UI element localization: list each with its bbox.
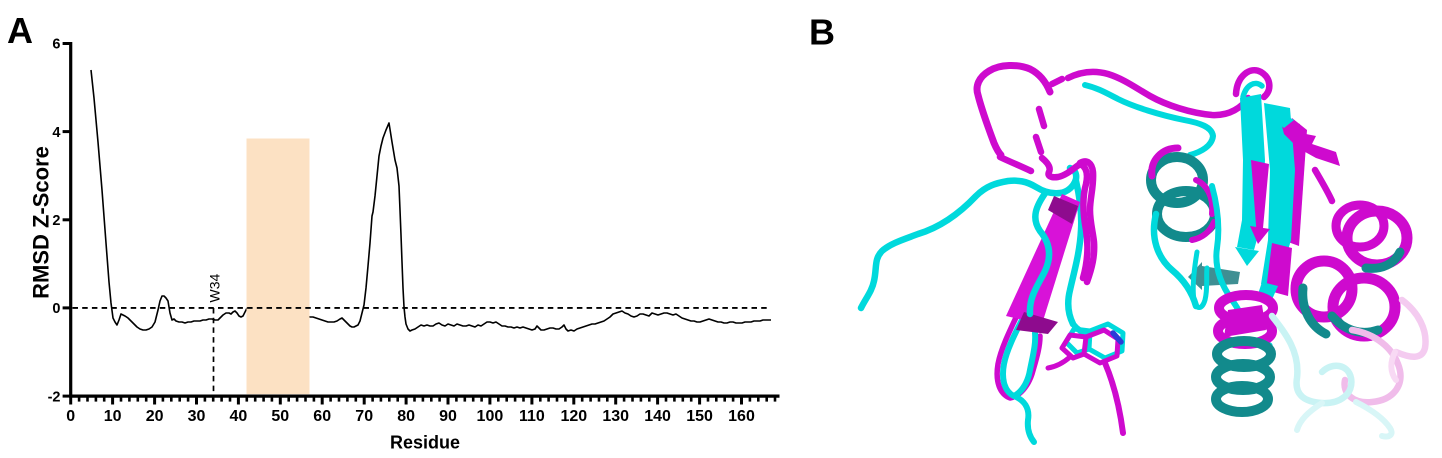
svg-text:100: 100 xyxy=(477,408,504,425)
svg-text:80: 80 xyxy=(397,408,415,425)
svg-text:0: 0 xyxy=(52,301,60,317)
svg-text:2: 2 xyxy=(52,213,60,229)
svg-text:40: 40 xyxy=(230,408,248,425)
svg-text:150: 150 xyxy=(686,408,713,425)
svg-text:130: 130 xyxy=(602,408,629,425)
svg-text:10: 10 xyxy=(104,408,122,425)
svg-text:60: 60 xyxy=(313,408,331,425)
svg-text:20: 20 xyxy=(146,408,164,425)
svg-text:120: 120 xyxy=(560,408,587,425)
svg-text:160: 160 xyxy=(728,408,755,425)
svg-text:6: 6 xyxy=(52,37,60,53)
svg-text:Residue: Residue xyxy=(390,433,460,453)
svg-text:110: 110 xyxy=(519,408,545,425)
svg-text:-2: -2 xyxy=(48,389,61,405)
svg-text:W34: W34 xyxy=(207,274,223,303)
svg-text:B: B xyxy=(809,12,835,53)
svg-text:90: 90 xyxy=(439,408,457,425)
svg-text:A: A xyxy=(7,10,33,51)
svg-text:30: 30 xyxy=(188,408,206,425)
svg-text:4: 4 xyxy=(52,125,60,141)
svg-text:50: 50 xyxy=(271,408,289,425)
svg-text:140: 140 xyxy=(644,408,671,425)
svg-text:70: 70 xyxy=(355,408,373,425)
svg-text:0: 0 xyxy=(66,408,75,425)
svg-text:RMSD Z-Score: RMSD Z-Score xyxy=(29,146,54,299)
